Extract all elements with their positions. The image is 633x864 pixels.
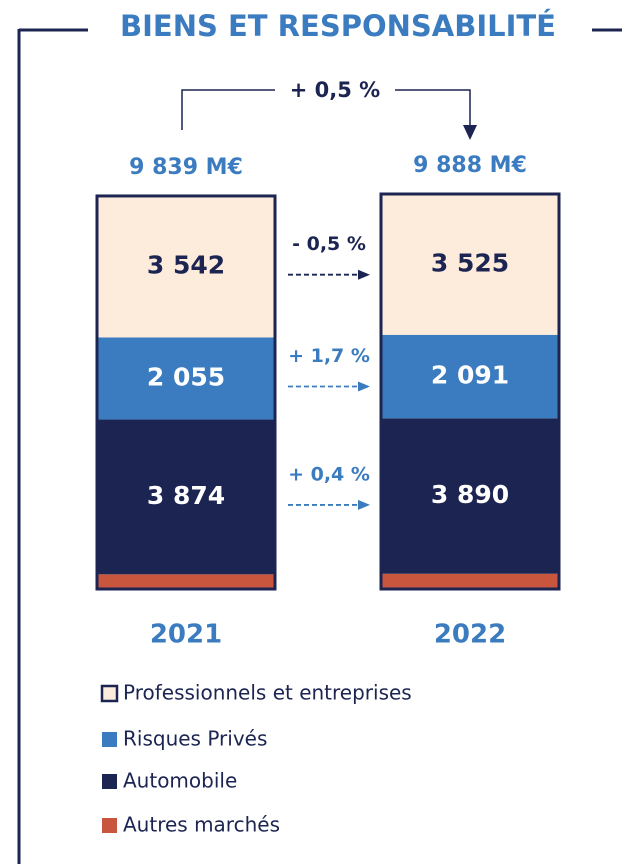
- value-label: 3 542: [147, 251, 225, 280]
- bracket: [181, 89, 275, 130]
- value-label: 3 874: [147, 481, 225, 510]
- legend-swatch: [100, 684, 119, 703]
- x-tick-label: 2021: [150, 620, 222, 650]
- legend-swatch: [102, 732, 117, 747]
- legend-label: Risques Privés: [123, 727, 267, 751]
- value-label: 2 091: [431, 361, 509, 390]
- arrowhead: [463, 125, 477, 140]
- value-label: 3 890: [431, 480, 509, 509]
- arrowhead: [358, 499, 370, 510]
- bar-segment: [97, 337, 275, 420]
- value-label: 3 525: [431, 248, 509, 277]
- total-label: 9 888 M€: [413, 153, 527, 178]
- x-tick-label: 2022: [434, 620, 506, 650]
- bar-segment: [381, 418, 559, 574]
- arrowhead: [358, 381, 370, 392]
- bar-border: [379, 192, 561, 591]
- bar-segment: [97, 419, 275, 575]
- bar-segment: [97, 195, 275, 338]
- change-label: + 1,7 %: [288, 345, 370, 367]
- chart-title: BIENS ET RESPONSABILITÉ: [120, 9, 556, 43]
- bracket: [395, 89, 471, 127]
- value-label: 2 055: [147, 362, 225, 391]
- bar-segment: [97, 574, 275, 589]
- bar-segment: [381, 573, 559, 589]
- change-label: + 0,4 %: [288, 463, 370, 485]
- legend-swatch: [102, 774, 117, 789]
- bar-segment: [381, 194, 559, 335]
- bar-border: [95, 194, 277, 591]
- legend-label: Professionnels et entreprises: [123, 681, 412, 705]
- bar-segment: [381, 334, 559, 419]
- total-change: + 0,5 %: [290, 78, 380, 102]
- arrowhead: [358, 269, 370, 280]
- legend-swatch: [102, 818, 117, 833]
- legend-label: Autres marchés: [123, 813, 280, 837]
- legend-label: Automobile: [123, 769, 237, 793]
- change-label: - 0,5 %: [292, 233, 366, 255]
- total-label: 9 839 M€: [129, 155, 243, 180]
